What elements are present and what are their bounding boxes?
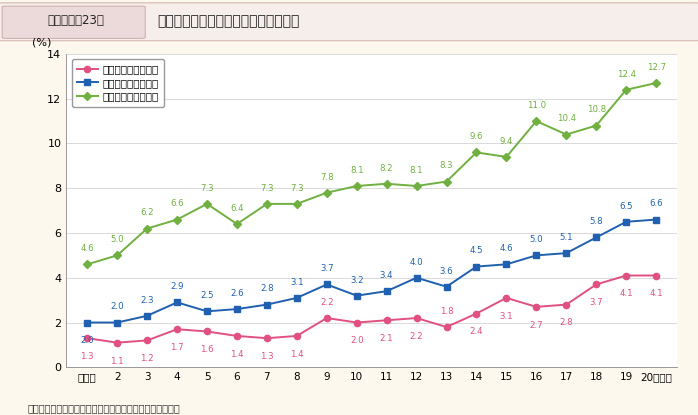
Text: 3.6: 3.6	[440, 266, 453, 276]
Text: 役職別管理職に占める女性割合の推移: 役職別管理職に占める女性割合の推移	[157, 14, 299, 28]
Text: 2.3: 2.3	[140, 296, 154, 305]
Text: 8.1: 8.1	[410, 166, 424, 175]
Legend: 民間企業の部長相当, 民間企業の課長相当, 民間企業の係長相当: 民間企業の部長相当, 民間企業の課長相当, 民間企業の係長相当	[71, 59, 164, 107]
Text: 3.1: 3.1	[290, 278, 304, 287]
Text: 2.2: 2.2	[320, 298, 334, 307]
Text: 1.3: 1.3	[80, 352, 94, 361]
Text: 1.2: 1.2	[140, 354, 154, 363]
Text: 2.0: 2.0	[350, 337, 364, 345]
FancyBboxPatch shape	[2, 6, 145, 38]
Text: 6.2: 6.2	[140, 208, 154, 217]
Text: 1.8: 1.8	[440, 307, 453, 316]
Text: 4.1: 4.1	[649, 289, 663, 298]
Text: （備考）厚生労働省「賃金構造基本統計調査」より作成。: （備考）厚生労働省「賃金構造基本統計調査」より作成。	[28, 403, 181, 413]
Text: 6.6: 6.6	[170, 200, 184, 208]
Text: 7.3: 7.3	[260, 184, 274, 193]
Text: 3.7: 3.7	[320, 264, 334, 273]
Text: 8.1: 8.1	[350, 166, 364, 175]
Text: 5.8: 5.8	[589, 217, 603, 226]
Text: 12.7: 12.7	[646, 63, 666, 72]
Text: 2.7: 2.7	[530, 321, 543, 330]
Text: 1.7: 1.7	[170, 343, 184, 352]
Text: 1.4: 1.4	[230, 350, 244, 359]
Text: 9.6: 9.6	[470, 132, 483, 142]
Text: 4.1: 4.1	[619, 289, 633, 298]
Text: 5.0: 5.0	[110, 235, 124, 244]
Text: 2.9: 2.9	[170, 282, 184, 291]
Y-axis label: (%): (%)	[32, 38, 52, 48]
Text: 6.6: 6.6	[649, 200, 663, 208]
Text: 7.3: 7.3	[200, 184, 214, 193]
Text: 2.5: 2.5	[200, 291, 214, 300]
Text: 3.1: 3.1	[500, 312, 513, 321]
Text: 6.4: 6.4	[230, 204, 244, 213]
Text: 8.3: 8.3	[440, 161, 453, 171]
Text: 3.2: 3.2	[350, 276, 364, 285]
Text: 10.4: 10.4	[557, 115, 576, 123]
Text: 8.2: 8.2	[380, 164, 394, 173]
Text: 3.4: 3.4	[380, 271, 394, 280]
Text: 11.0: 11.0	[527, 101, 546, 110]
Text: 1.1: 1.1	[110, 356, 124, 366]
Text: 2.2: 2.2	[410, 332, 424, 341]
FancyBboxPatch shape	[0, 3, 698, 41]
Text: 1.3: 1.3	[260, 352, 274, 361]
Text: 第１－特－23図: 第１－特－23図	[47, 15, 104, 27]
Text: 2.4: 2.4	[470, 327, 483, 337]
Text: 4.6: 4.6	[80, 244, 94, 253]
Text: 3.7: 3.7	[589, 298, 603, 308]
Text: 2.0: 2.0	[110, 303, 124, 311]
Text: 7.8: 7.8	[320, 173, 334, 182]
Text: 1.4: 1.4	[290, 350, 304, 359]
Text: 1.6: 1.6	[200, 345, 214, 354]
Text: 2.8: 2.8	[260, 285, 274, 293]
Text: 4.6: 4.6	[500, 244, 513, 253]
Text: 2.1: 2.1	[380, 334, 394, 343]
Text: 12.4: 12.4	[616, 70, 636, 79]
Text: 7.3: 7.3	[290, 184, 304, 193]
Text: 2.6: 2.6	[230, 289, 244, 298]
Text: 5.0: 5.0	[530, 235, 543, 244]
Text: 4.0: 4.0	[410, 258, 424, 267]
Text: 5.1: 5.1	[560, 233, 573, 242]
Text: 10.8: 10.8	[586, 105, 606, 115]
Text: 6.5: 6.5	[619, 202, 633, 211]
Text: 2.0: 2.0	[80, 337, 94, 345]
Text: 4.5: 4.5	[470, 247, 483, 256]
Text: 9.4: 9.4	[500, 137, 513, 146]
Text: 2.8: 2.8	[560, 318, 573, 327]
